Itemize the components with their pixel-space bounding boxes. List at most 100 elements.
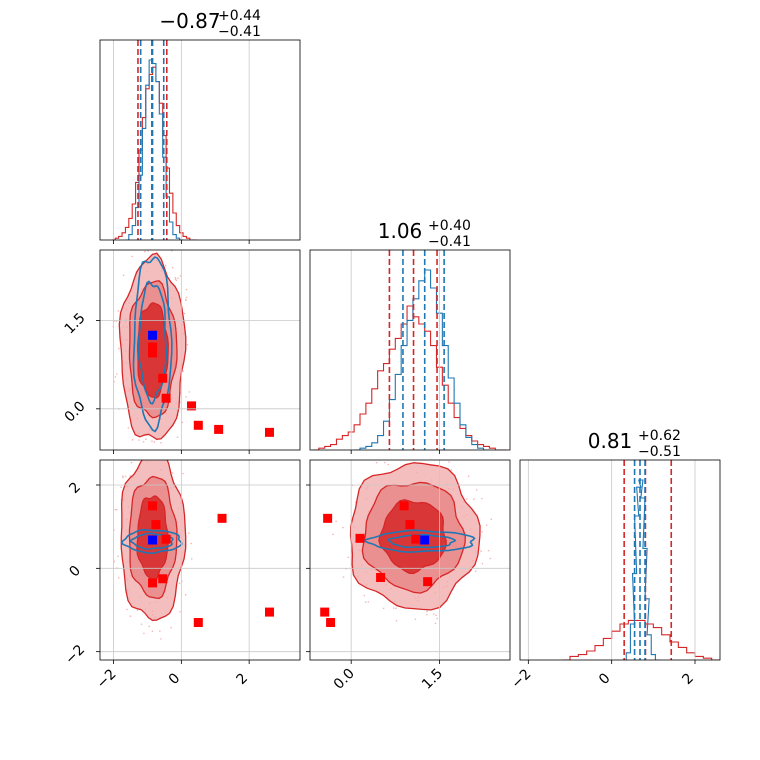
sample-point bbox=[481, 530, 483, 533]
sample-point bbox=[138, 439, 140, 441]
sample-point bbox=[181, 421, 184, 424]
contour-blue bbox=[132, 256, 173, 433]
panel-content bbox=[112, 246, 274, 444]
marker-red bbox=[323, 513, 333, 523]
sample-point bbox=[414, 618, 417, 621]
sample-point bbox=[432, 613, 435, 615]
marker-red bbox=[187, 401, 197, 411]
panel-content bbox=[112, 436, 274, 640]
panel-frame bbox=[519, 459, 721, 661]
marker-red bbox=[193, 618, 203, 627]
sample-point bbox=[151, 440, 153, 442]
sample-point bbox=[130, 461, 133, 464]
sample-point bbox=[124, 475, 127, 478]
x-tick-label: −2 bbox=[94, 666, 120, 692]
marker-red bbox=[264, 607, 274, 617]
sample-point bbox=[426, 457, 428, 459]
sample-point bbox=[120, 486, 122, 488]
sample-point bbox=[375, 461, 378, 464]
marker-red bbox=[148, 348, 158, 358]
sample-point bbox=[147, 441, 149, 443]
sample-point bbox=[114, 508, 117, 511]
marker-blue bbox=[148, 535, 158, 545]
panel-content bbox=[561, 460, 720, 660]
sample-point bbox=[185, 396, 187, 398]
sample-point bbox=[438, 455, 440, 457]
sample-point bbox=[490, 518, 493, 521]
sample-point bbox=[175, 456, 177, 458]
panel-frame bbox=[99, 39, 301, 241]
marker-red bbox=[326, 618, 336, 627]
marker-red bbox=[405, 520, 415, 530]
panel-content bbox=[312, 250, 508, 450]
sample-point bbox=[426, 613, 428, 616]
contour-blue bbox=[363, 529, 476, 553]
sample-point bbox=[160, 638, 162, 640]
x-tick-label: 2 bbox=[679, 670, 697, 688]
sample-point bbox=[178, 582, 181, 585]
sample-point bbox=[164, 264, 167, 267]
panel-title-1: 1.06 bbox=[378, 219, 423, 243]
sample-point bbox=[116, 508, 118, 511]
sample-point bbox=[190, 558, 193, 560]
panel-frame bbox=[309, 249, 511, 451]
sample-point bbox=[383, 461, 386, 464]
sample-point bbox=[183, 312, 186, 315]
sample-point bbox=[448, 461, 450, 463]
y-tick-label: 2 bbox=[66, 479, 84, 497]
title-minus: −0.41 bbox=[428, 234, 471, 250]
sample-point bbox=[122, 274, 125, 277]
sample-point bbox=[127, 427, 130, 429]
sample-point bbox=[188, 532, 190, 535]
sample-point bbox=[185, 288, 188, 291]
sample-point bbox=[466, 498, 468, 500]
sample-point bbox=[151, 451, 153, 453]
x-tick-label: −2 bbox=[509, 666, 535, 692]
sample-point bbox=[117, 310, 120, 312]
marker-red bbox=[320, 607, 330, 617]
sample-point bbox=[175, 279, 178, 282]
y-tick-label: 0 bbox=[66, 563, 84, 581]
marker-blue bbox=[420, 535, 430, 545]
title-median: −0.87 bbox=[159, 9, 220, 33]
title-plus: +0.62 bbox=[638, 428, 681, 444]
sample-point bbox=[131, 439, 134, 441]
histogram-panel-2: −2 0 2 0.81 +0.62−0.51 bbox=[509, 428, 721, 692]
sample-point bbox=[156, 246, 158, 248]
sample-point bbox=[467, 475, 470, 478]
sample-point bbox=[395, 607, 397, 610]
sample-point bbox=[171, 266, 174, 269]
sample-point bbox=[118, 347, 120, 350]
sample-point bbox=[473, 498, 475, 501]
histogram-blue bbox=[125, 59, 184, 240]
panel-content bbox=[320, 451, 493, 627]
marker-red bbox=[376, 573, 386, 582]
contour-blue bbox=[120, 529, 183, 555]
sample-point bbox=[415, 451, 417, 453]
sample-point bbox=[335, 520, 337, 523]
sample-point bbox=[129, 615, 132, 618]
sample-point bbox=[395, 619, 398, 622]
sample-point bbox=[117, 576, 120, 579]
title-median: 1.06 bbox=[378, 219, 423, 243]
sample-point bbox=[148, 436, 150, 438]
marker-red bbox=[161, 534, 171, 544]
marker-red bbox=[423, 577, 433, 587]
marker-red bbox=[214, 424, 224, 434]
sample-point bbox=[474, 570, 477, 572]
marker-red bbox=[148, 501, 158, 511]
sample-point bbox=[487, 549, 490, 552]
sample-point bbox=[363, 594, 366, 597]
sample-point bbox=[135, 448, 137, 450]
sample-point bbox=[159, 440, 161, 442]
sample-point bbox=[182, 472, 184, 475]
scatter-panel-2-1: 0.0 1.5 bbox=[306, 451, 511, 693]
sample-point bbox=[342, 576, 345, 578]
sample-point bbox=[160, 442, 162, 444]
x-tick-label: 2 bbox=[234, 670, 252, 688]
sample-point bbox=[143, 632, 145, 635]
sample-point bbox=[174, 276, 177, 279]
x-tick-label: 0.0 bbox=[331, 666, 358, 693]
